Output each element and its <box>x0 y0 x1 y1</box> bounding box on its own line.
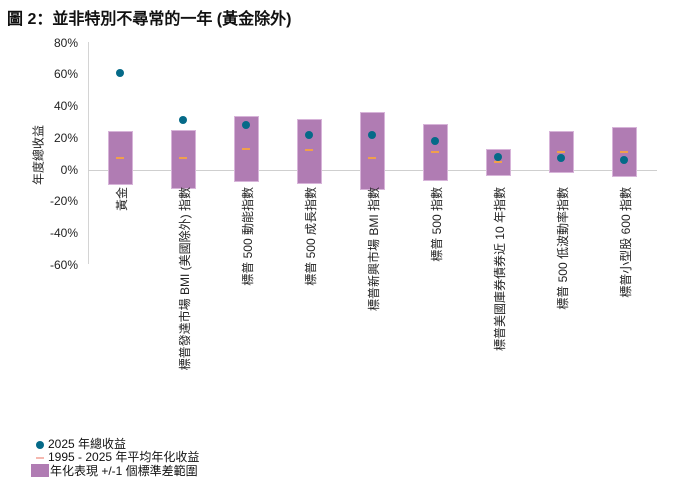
x-axis-label: 標普新興市場 BMI 指數 <box>367 187 381 312</box>
chart-title: 圖 2：並非特別不尋常的一年 (黃金除外) <box>7 11 292 28</box>
x-axis-label: 標普小型股 600 指數 <box>619 187 633 298</box>
total-return-dot <box>305 130 313 139</box>
y-tick-label: 60% <box>53 67 78 82</box>
y-axis-line <box>88 42 89 264</box>
y-tick-label: -20% <box>49 194 78 209</box>
x-axis-label: 黃金 <box>115 187 129 212</box>
legend-item-std-range: 年化表現 +/-1 個標準差範圍 <box>30 464 199 479</box>
total-return-dot <box>431 136 439 145</box>
average-return-marker <box>620 151 628 154</box>
y-tick-label: -60% <box>49 257 78 272</box>
x-axis-label: 標普 500 動能指數 <box>241 187 255 286</box>
legend-label: 年化表現 +/-1 個標準差範圍 <box>50 464 198 478</box>
x-axis-label: 標普 500 指數 <box>430 187 444 262</box>
total-return-dot <box>116 68 124 77</box>
y-tick-label: 0% <box>60 162 78 177</box>
total-return-dot <box>368 130 376 139</box>
dash-marker-icon <box>36 457 44 459</box>
average-return-marker <box>116 157 124 160</box>
total-return-dot <box>557 154 565 163</box>
range-bar <box>359 112 385 191</box>
x-axis-label: 標普 500 成長指數 <box>304 187 318 286</box>
total-return-dot <box>242 121 250 130</box>
legend: 2025 年總收益 1995 - 2025 年平均年化收益 年化表現 +/-1 … <box>30 438 199 479</box>
x-axis-label: 標普美國庫券債券近 10 年指數 <box>493 187 507 352</box>
legend-label: 1995 - 2025 年平均年化收益 <box>48 450 200 464</box>
total-return-dot <box>179 116 187 125</box>
x-axis-label: 標普 500 低波動率指數 <box>556 187 570 310</box>
y-tick-label: 40% <box>53 99 78 114</box>
average-return-marker <box>368 157 376 160</box>
x-axis-label: 標普發達市場 BMI (美國除外) 指數 <box>178 187 192 371</box>
dot-marker-icon <box>36 441 44 449</box>
average-return-marker <box>242 147 250 150</box>
average-return-marker <box>431 151 439 154</box>
legend-label: 2025 年總收益 <box>48 437 127 451</box>
y-tick-label: 80% <box>53 35 78 50</box>
average-return-marker <box>494 160 502 163</box>
y-tick-label: -40% <box>49 225 78 240</box>
range-box-icon <box>31 464 49 477</box>
average-return-marker <box>179 157 187 160</box>
legend-item-average-return: 1995 - 2025 年平均年化收益 <box>30 451 199 464</box>
total-return-dot <box>620 155 628 164</box>
average-return-marker <box>557 151 565 154</box>
average-return-marker <box>305 149 313 152</box>
legend-item-total-return: 2025 年總收益 <box>30 438 199 451</box>
total-return-dot <box>494 152 502 161</box>
y-tick-label: 20% <box>53 130 78 145</box>
